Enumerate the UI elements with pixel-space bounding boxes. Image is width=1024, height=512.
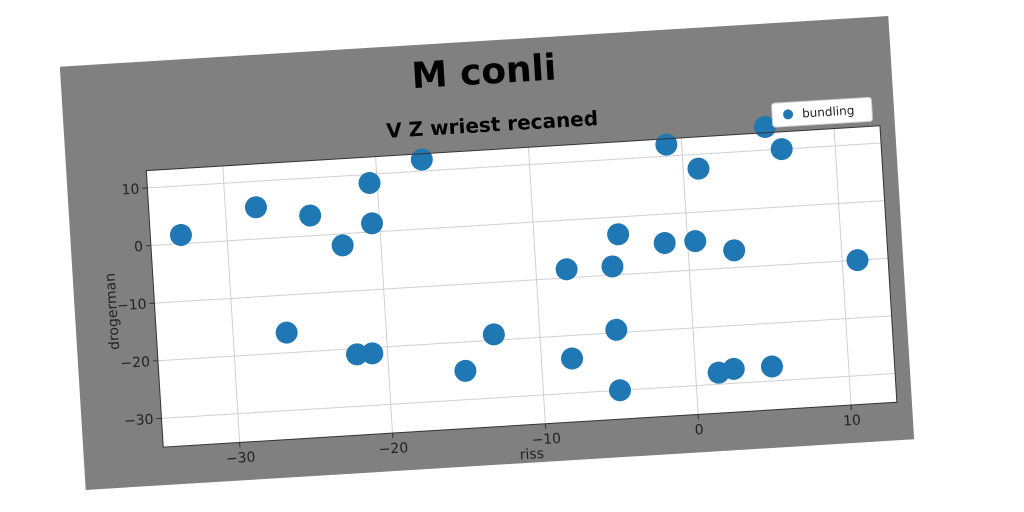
data-point [770,138,793,161]
data-point [601,255,624,278]
y-gridline [147,142,882,189]
data-point [846,249,869,272]
chart-title: M conli [410,47,557,97]
y-gridline [154,257,889,304]
y-axis-ticks: 10 0 −10 −20 −30 [117,181,162,430]
data-point [454,359,477,382]
data-point [607,223,630,246]
data-point [707,361,730,384]
x-gridline [527,147,546,424]
plot-area [146,125,897,448]
y-axis-label: drogerman [103,273,124,351]
data-point [605,318,628,341]
x-tick-label: 0 [694,422,704,439]
x-tick-label: 10 [843,413,862,430]
data-point [244,196,267,219]
data-point [723,239,746,262]
data-point [609,379,632,402]
data-point [687,157,710,180]
data-point [555,258,578,281]
rotated-figure-group: M conli V Z wriest recaned −30−20−10010 … [59,16,915,490]
legend: bundling [771,96,873,128]
data-point [361,342,384,365]
y-tick-label: 0 [134,239,144,256]
scatter-points [169,116,869,402]
y-tick-label: −20 [120,354,150,372]
y-tick-label: 10 [121,181,140,198]
legend-label: bundling [802,103,855,120]
x-gridline [680,137,699,415]
data-point [275,321,298,344]
y-gridline [157,315,892,362]
y-gridline [161,372,896,419]
x-tick-label: −30 [225,450,255,468]
data-point [361,212,384,235]
y-tick-label: −30 [124,412,154,430]
x-gridline [375,156,394,434]
data-point [561,347,584,370]
x-axis-label: riss [519,446,544,463]
plot-frame [145,125,898,448]
grid [147,128,896,443]
data-point [684,230,707,253]
x-tick-label: −10 [531,431,561,449]
legend-box [771,96,873,128]
data-point [482,323,505,346]
y-tick-label: −10 [117,297,147,315]
data-point [169,224,192,247]
legend-marker [783,109,794,120]
data-point [653,232,676,255]
data-point [331,234,354,257]
data-point [760,355,783,378]
data-point [358,172,381,195]
x-gridline [833,128,852,406]
x-axis-ticks: −30 −20 −10 0 10 [225,405,862,468]
data-point [299,204,322,227]
x-tick-label: −20 [378,440,408,458]
y-gridline [150,200,885,247]
x-gridline [222,165,241,443]
